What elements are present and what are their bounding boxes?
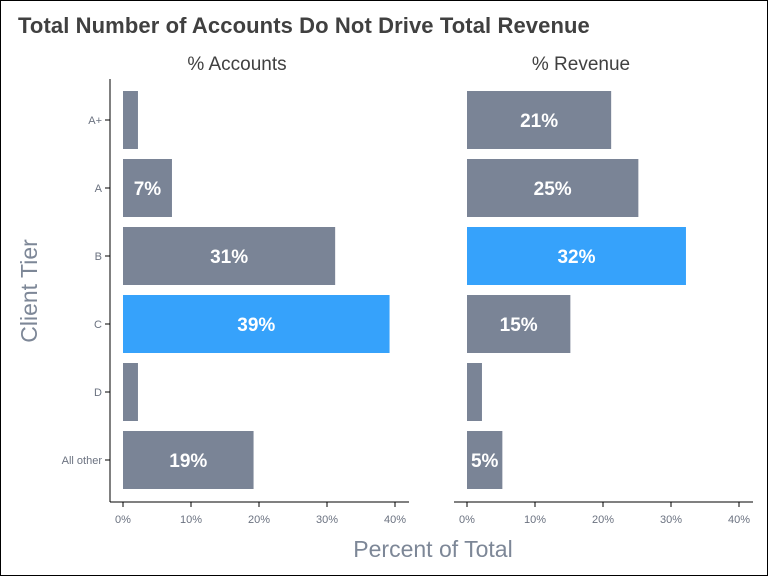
y-tick-label: C (94, 319, 102, 331)
y-tick-label: A (95, 183, 103, 195)
bar-data-label: 39% (237, 315, 275, 336)
x-tick-label: 10% (524, 514, 546, 526)
bar-a (123, 159, 172, 217)
bar-data-label: 32% (557, 247, 595, 268)
x-tick-label: 30% (660, 514, 682, 526)
y-tick-label: A+ (88, 115, 102, 127)
bar-data-label: 31% (210, 247, 248, 268)
bar-d (467, 363, 482, 421)
bar-a- (467, 91, 612, 149)
bar-a (467, 159, 639, 217)
chart-title: Total Number of Accounts Do Not Drive To… (18, 13, 590, 38)
bar-d (123, 363, 138, 421)
x-tick-label: 40% (384, 514, 406, 526)
y-axis-title: Client Tier (16, 239, 42, 343)
bar-data-label: 21% (520, 111, 558, 132)
bar-data-label: 5% (471, 451, 499, 472)
bar-c (467, 295, 571, 353)
facet-title: % Accounts (187, 54, 286, 75)
bar-c (123, 295, 390, 353)
x-tick-label: 20% (248, 514, 270, 526)
x-tick-label: 20% (592, 514, 614, 526)
bar-all-other (123, 431, 254, 489)
x-tick-label: 40% (728, 514, 750, 526)
bar-data-label: 25% (534, 179, 572, 200)
y-tick-label: All other (62, 455, 103, 467)
bar-data-label: 7% (134, 179, 162, 200)
bar-b (123, 227, 336, 285)
facet-title: % Revenue (532, 54, 630, 75)
x-tick-label: 0% (459, 514, 475, 526)
x-axis-title: Percent of Total (353, 536, 512, 562)
y-tick-label: D (94, 387, 102, 399)
x-tick-label: 0% (115, 514, 131, 526)
bar-a- (123, 91, 138, 149)
bar-data-label: 19% (169, 451, 207, 472)
x-tick-label: 10% (180, 514, 202, 526)
bar-b (467, 227, 686, 285)
bar-all-other (467, 431, 503, 489)
y-tick-label: B (95, 251, 102, 263)
x-tick-label: 30% (316, 514, 338, 526)
bar-data-label: 15% (500, 315, 538, 336)
